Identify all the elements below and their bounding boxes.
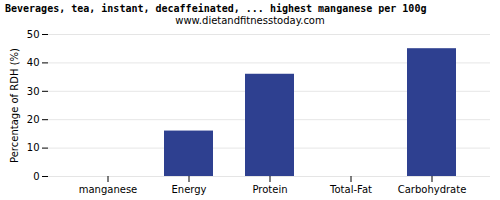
svg-text:Percentage of RDH (%): Percentage of RDH (%)	[9, 48, 20, 163]
svg-text:Protein: Protein	[252, 184, 287, 195]
svg-text:0: 0	[33, 171, 39, 182]
svg-text:40: 40	[27, 57, 40, 68]
svg-text:Energy: Energy	[171, 184, 206, 195]
svg-text:Total-Fat: Total-Fat	[329, 184, 372, 195]
svg-text:Carbohydrate: Carbohydrate	[398, 184, 467, 195]
html-text:www.dietandfitnesstoday.com: www.dietandfitnesstoday.com	[175, 15, 325, 26]
svg-text:20: 20	[27, 114, 40, 125]
svg-text:50: 50	[27, 29, 40, 40]
svg-text:30: 30	[27, 86, 40, 97]
html-text:Beverages, tea, instant, decaf: Beverages, tea, instant, decaffeinated, …	[5, 3, 427, 14]
svg-text:manganese: manganese	[79, 184, 138, 195]
svg-text:10: 10	[27, 142, 40, 153]
